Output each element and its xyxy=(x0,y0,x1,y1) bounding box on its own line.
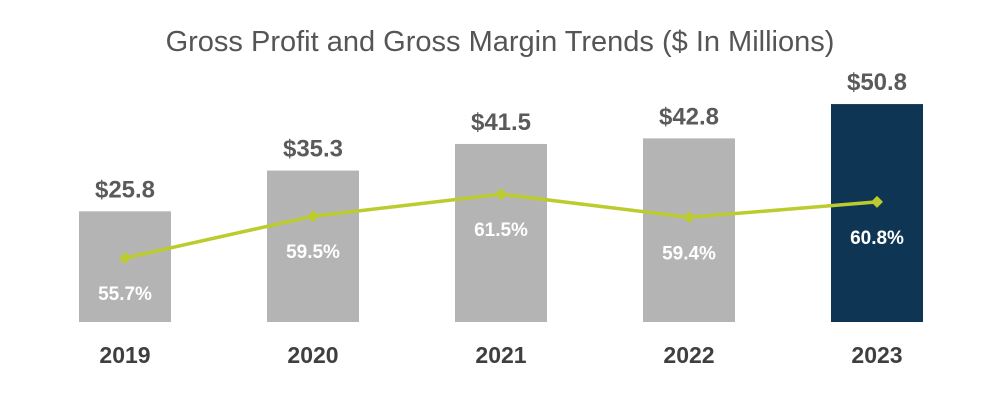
bar-2022 xyxy=(643,138,735,322)
margin-line-layer xyxy=(119,188,883,264)
x-tick-label-2023: 2023 xyxy=(851,342,902,368)
gross-margin-marker-2021 xyxy=(495,188,507,201)
gross-margin-label-2019: 55.7% xyxy=(98,284,152,305)
x-tick-label-2022: 2022 xyxy=(663,342,714,368)
gross-margin-label-2023: 60.8% xyxy=(850,228,904,249)
gross-margin-marker-2019 xyxy=(119,252,131,264)
x-tick-label-2021: 2021 xyxy=(475,342,526,368)
gross-margin-label-2020: 59.5% xyxy=(286,242,340,263)
bar-value-label-2023: $50.8 xyxy=(847,69,907,96)
bar-2019 xyxy=(79,211,171,322)
gross-margin-label-2021: 61.5% xyxy=(474,220,528,241)
gross-margin-marker-2022 xyxy=(683,211,695,224)
bar-value-label-2022: $42.8 xyxy=(659,103,719,130)
x-tick-label-2019: 2019 xyxy=(99,342,150,368)
gross-margin-marker-2023 xyxy=(871,195,883,208)
bar-2021 xyxy=(455,143,547,322)
bar-2023 xyxy=(831,104,923,323)
bars-layer xyxy=(79,104,923,323)
bar-2020 xyxy=(267,170,359,322)
gross-margin-marker-2020 xyxy=(307,210,319,223)
bar-value-label-2021: $41.5 xyxy=(471,109,531,136)
chart-title: Gross Profit and Gross Margin Trends ($ … xyxy=(165,26,835,58)
bar-value-label-2019: $25.8 xyxy=(95,176,155,203)
labels-layer: $25.8 2019 $35.3 2020 $41.5 2021 $42.8 2022 $50.… xyxy=(95,69,907,368)
gross-margin-label-2022: 59.4% xyxy=(662,243,716,264)
x-tick-label-2020: 2020 xyxy=(287,342,338,368)
bar-value-label-2020: $35.3 xyxy=(283,136,343,163)
